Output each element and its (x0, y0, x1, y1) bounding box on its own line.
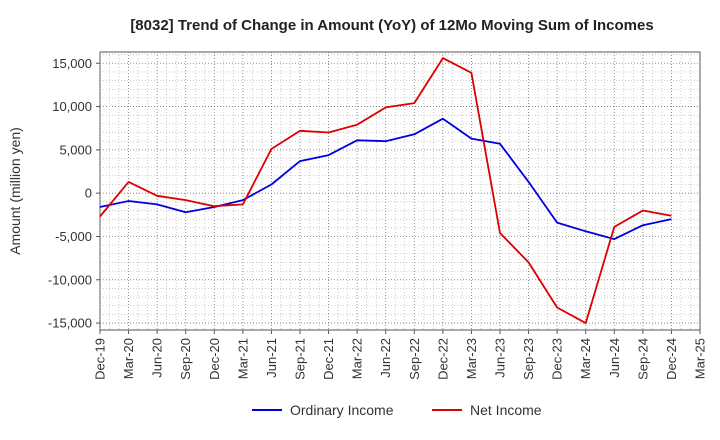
x-tick-label: Dec-22 (435, 338, 450, 380)
x-tick-label: Sep-22 (407, 338, 422, 380)
y-tick-label: -5,000 (55, 229, 92, 244)
x-tick-label: Jun-22 (378, 338, 393, 378)
x-tick-label: Dec-19 (93, 338, 108, 380)
x-tick-label: Mar-21 (235, 338, 250, 379)
x-tick-label: Jun-21 (264, 338, 279, 378)
x-tick-label: Dec-20 (207, 338, 222, 380)
y-tick-label: 15,000 (52, 56, 92, 71)
y-tick-label: 10,000 (52, 99, 92, 114)
x-tick-label: Sep-24 (635, 338, 650, 380)
x-tick-label: Mar-24 (578, 338, 593, 379)
y-tick-label: 0 (85, 186, 92, 201)
x-tick-label: Jun-24 (607, 338, 622, 378)
grid (99, 52, 700, 330)
y-axis-label: Amount (million yen) (7, 127, 23, 255)
legend-label: Net Income (470, 402, 542, 418)
x-tick-labels: Dec-19 Mar-20 Jun-20 Sep-20 Dec-20 Mar-21 Jun-… (93, 330, 708, 380)
y-tick-labels: 15,000 10,000 5,000 0 -5,000 -10,000 -15,000 (48, 56, 100, 331)
x-tick-label: Dec-24 (664, 338, 679, 380)
x-tick-label: Mar-20 (121, 338, 136, 379)
series-lines (99, 57, 672, 325)
x-tick-label: Mar-25 (693, 338, 708, 379)
y-tick-label: -10,000 (48, 272, 92, 287)
series-line-net-income (99, 57, 672, 325)
x-tick-label: Dec-23 (550, 338, 565, 380)
legend-label: Ordinary Income (290, 402, 394, 418)
chart-title: [8032] Trend of Change in Amount (YoY) o… (130, 17, 653, 34)
x-tick-label: Sep-20 (178, 338, 193, 380)
series-line-ordinary-income (99, 117, 672, 241)
x-tick-label: Dec-21 (321, 338, 336, 380)
x-tick-label: Jun-23 (493, 338, 508, 378)
x-tick-label: Mar-23 (464, 338, 479, 379)
legend: Ordinary Income Net Income (252, 402, 542, 418)
y-tick-label: -15,000 (48, 316, 92, 331)
x-tick-label: Mar-22 (350, 338, 365, 379)
x-tick-label: Jun-20 (150, 338, 165, 378)
x-tick-label: Sep-21 (293, 338, 308, 380)
y-tick-label: 5,000 (59, 142, 92, 157)
x-tick-label: Sep-23 (521, 338, 536, 380)
plot-area (99, 51, 701, 331)
